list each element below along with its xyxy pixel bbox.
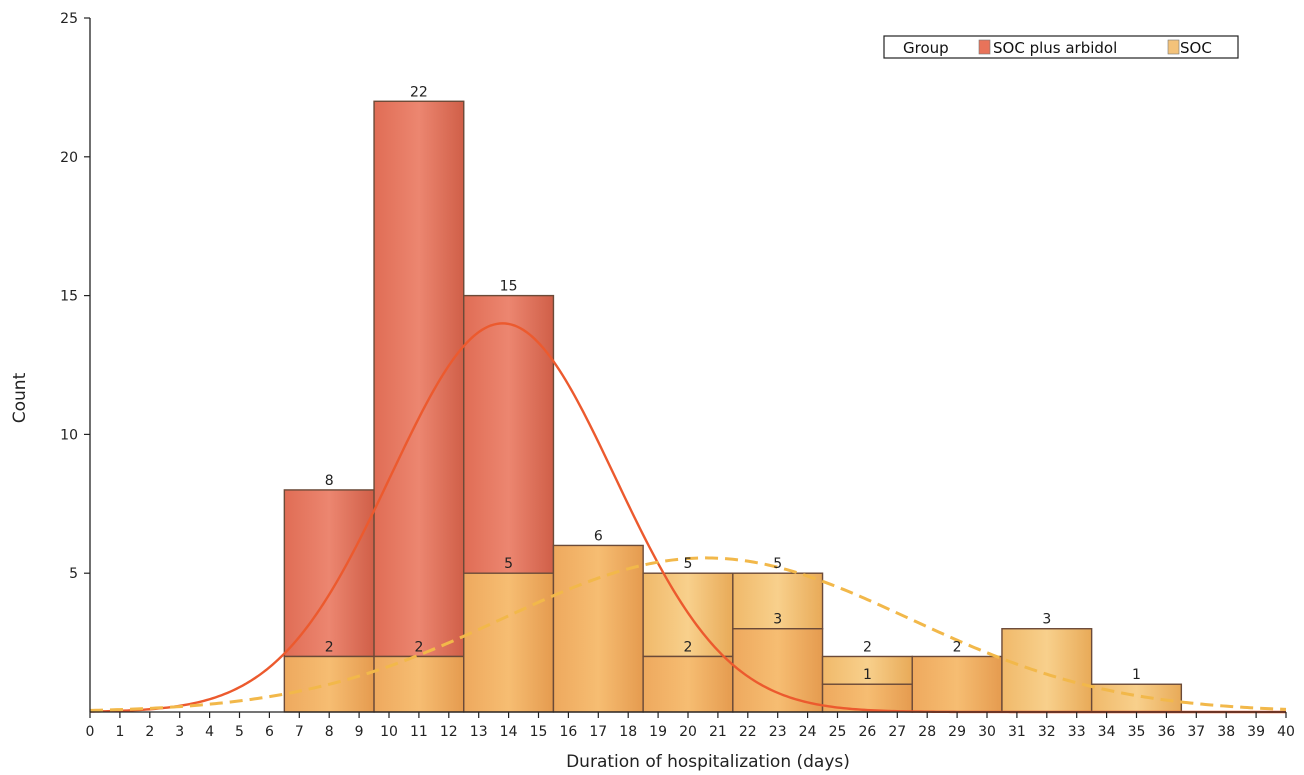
data-label-soc-4: 5 bbox=[684, 556, 693, 572]
legend-frame bbox=[883, 35, 1239, 59]
y-tick-label-25: 25 bbox=[60, 11, 78, 27]
bar-overlap-1 bbox=[373, 655, 465, 713]
x-tick-label-18: 18 bbox=[619, 724, 637, 740]
x-tick-label-34: 34 bbox=[1098, 724, 1116, 740]
data-label-soc-plus-arbidol-5: 3 bbox=[773, 612, 782, 628]
legend-swatch-soc-plus-arbidol bbox=[978, 39, 991, 55]
data-label-soc-9: 1 bbox=[1132, 667, 1141, 683]
x-tick-label-26: 26 bbox=[858, 724, 876, 740]
y-tick-label-5: 5 bbox=[69, 566, 78, 582]
fit-curve-soc bbox=[89, 556, 1287, 712]
x-tick-label-13: 13 bbox=[470, 724, 488, 740]
data-label-soc-plus-arbidol-3: 6 bbox=[594, 528, 603, 544]
x-tick-label-36: 36 bbox=[1157, 724, 1175, 740]
y-tick-label-20: 20 bbox=[60, 150, 78, 166]
x-tick-label-5: 5 bbox=[235, 724, 244, 740]
legend-label-soc: SOC bbox=[1180, 39, 1212, 57]
bar-soc-8 bbox=[1001, 628, 1093, 713]
x-tick-label-2: 2 bbox=[145, 724, 154, 740]
x-tick-label-40: 40 bbox=[1277, 724, 1295, 740]
x-tick-label-15: 15 bbox=[530, 724, 548, 740]
data-label-soc-plus-arbidol-4: 2 bbox=[684, 639, 693, 655]
legend-title: Group bbox=[903, 39, 949, 57]
x-tick-label-22: 22 bbox=[739, 724, 757, 740]
x-tick-label-19: 19 bbox=[649, 724, 667, 740]
x-tick-label-30: 30 bbox=[978, 724, 996, 740]
x-tick-label-28: 28 bbox=[918, 724, 936, 740]
x-tick-label-37: 37 bbox=[1187, 724, 1205, 740]
x-tick-label-38: 38 bbox=[1217, 724, 1235, 740]
bar-overlap-7 bbox=[911, 655, 1003, 713]
x-tick-label-20: 20 bbox=[679, 724, 697, 740]
data-label-soc-plus-arbidol-6: 1 bbox=[863, 667, 872, 683]
data-label-soc-plus-arbidol-1: 22 bbox=[410, 84, 428, 100]
x-tick-label-9: 9 bbox=[355, 724, 364, 740]
x-tick-label-1: 1 bbox=[115, 724, 124, 740]
x-tick-label-27: 27 bbox=[888, 724, 906, 740]
x-tick-label-12: 12 bbox=[440, 724, 458, 740]
x-tick-label-31: 31 bbox=[1008, 724, 1026, 740]
y-axis-title: Count bbox=[10, 372, 30, 423]
data-label-soc-6: 2 bbox=[863, 639, 872, 655]
bar-soc-6 bbox=[821, 655, 913, 685]
x-tick-label-4: 4 bbox=[205, 724, 214, 740]
bar-soc-plus-arbidol-1 bbox=[373, 100, 465, 658]
x-tick-label-35: 35 bbox=[1128, 724, 1146, 740]
x-tick-label-39: 39 bbox=[1247, 724, 1265, 740]
x-tick-label-25: 25 bbox=[829, 724, 847, 740]
x-tick-label-32: 32 bbox=[1038, 724, 1056, 740]
x-tick-label-11: 11 bbox=[410, 724, 428, 740]
data-label-soc-8: 3 bbox=[1042, 612, 1051, 628]
bar-overlap-2 bbox=[463, 572, 555, 713]
bar-soc-plus-arbidol-2 bbox=[463, 294, 555, 574]
bars-layer bbox=[283, 100, 1183, 713]
data-label-soc-plus-arbidol-0: 8 bbox=[325, 473, 334, 489]
y-tick-label-15: 15 bbox=[60, 289, 78, 305]
bar-soc-plus-arbidol-0 bbox=[283, 489, 375, 658]
x-tick-label-16: 16 bbox=[559, 724, 577, 740]
x-tick-label-21: 21 bbox=[709, 724, 727, 740]
x-tick-label-6: 6 bbox=[265, 724, 274, 740]
bar-overlap-5 bbox=[732, 628, 824, 713]
x-tick-label-10: 10 bbox=[380, 724, 398, 740]
bar-overlap-3 bbox=[552, 544, 644, 713]
data-label-soc-1: 2 bbox=[414, 639, 423, 655]
x-tick-label-14: 14 bbox=[500, 724, 518, 740]
x-tick-label-7: 7 bbox=[295, 724, 304, 740]
data-label-soc-0: 2 bbox=[325, 639, 334, 655]
data-label-soc-plus-arbidol-2: 15 bbox=[500, 279, 518, 295]
x-tick-label-23: 23 bbox=[769, 724, 787, 740]
x-tick-label-8: 8 bbox=[325, 724, 334, 740]
data-label-soc-plus-arbidol-7: 2 bbox=[953, 639, 962, 655]
bar-overlap-4 bbox=[642, 655, 734, 713]
x-tick-label-17: 17 bbox=[589, 724, 607, 740]
x-axis-title: Duration of hospitalization (days) bbox=[566, 752, 850, 772]
bar-soc-4 bbox=[642, 572, 734, 658]
x-tick-label-0: 0 bbox=[86, 724, 95, 740]
data-label-soc-2: 5 bbox=[504, 556, 513, 572]
bar-soc-5 bbox=[732, 572, 824, 630]
data-label-soc-5: 5 bbox=[773, 556, 782, 572]
x-tick-label-29: 29 bbox=[948, 724, 966, 740]
y-tick-label-10: 10 bbox=[60, 427, 78, 443]
legend-swatch-soc bbox=[1167, 39, 1180, 55]
x-tick-label-24: 24 bbox=[799, 724, 817, 740]
x-tick-label-33: 33 bbox=[1068, 724, 1086, 740]
legend: Group SOC plus arbidol SOC bbox=[883, 35, 1239, 59]
x-tick-label-3: 3 bbox=[175, 724, 184, 740]
legend-label-soc-plus-arbidol: SOC plus arbidol bbox=[993, 39, 1117, 57]
